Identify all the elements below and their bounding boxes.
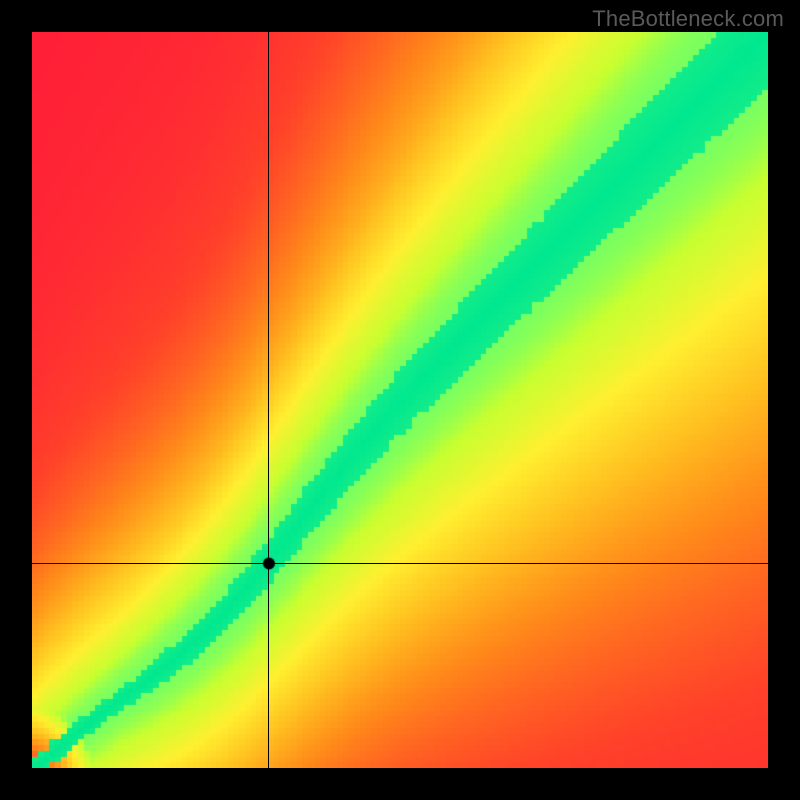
marker-canvas (32, 32, 768, 768)
watermark-text: TheBottleneck.com (592, 6, 784, 32)
figure-container: TheBottleneck.com (0, 0, 800, 800)
plot-area (32, 32, 768, 768)
